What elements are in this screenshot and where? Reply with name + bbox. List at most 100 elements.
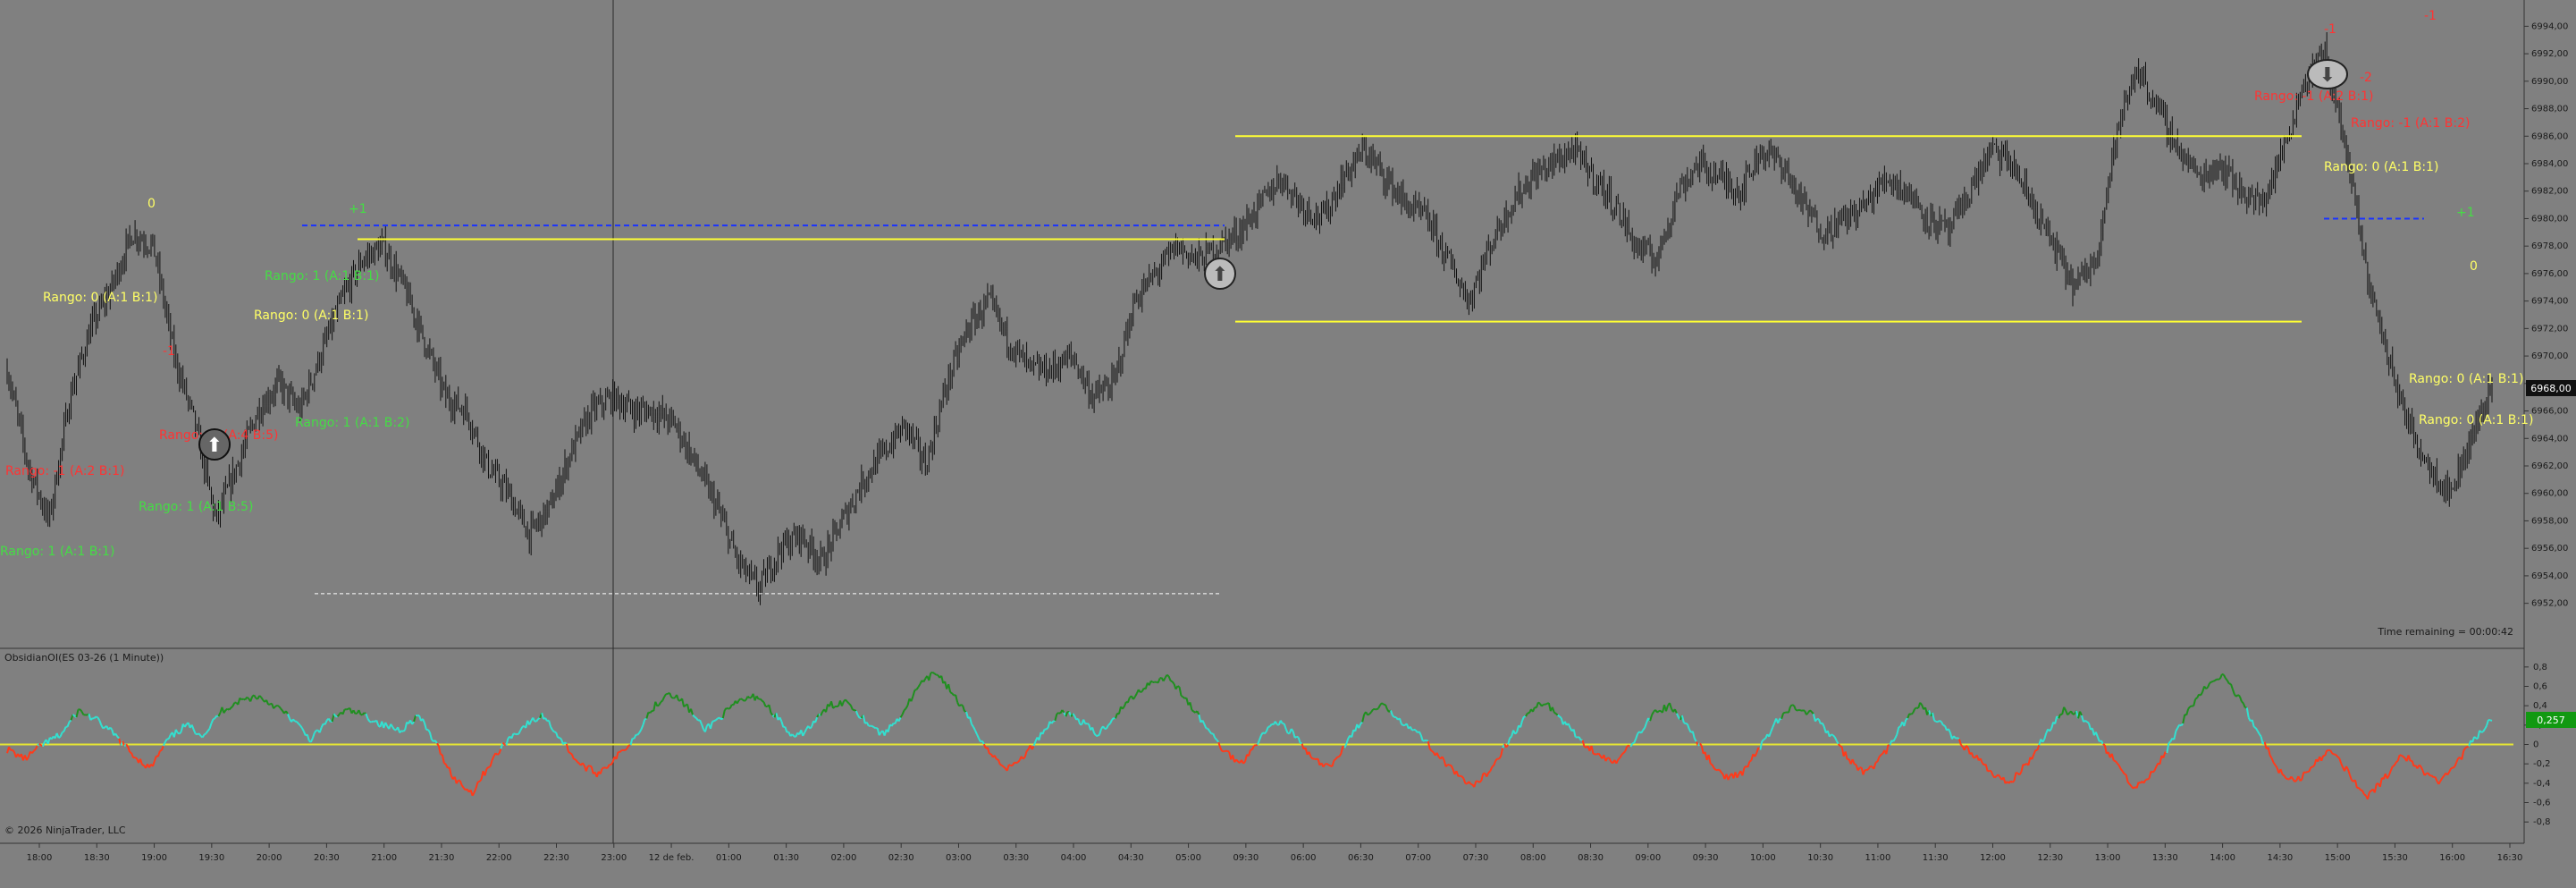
osc-segment <box>258 695 262 698</box>
osc-segment <box>2110 753 2115 761</box>
osc-segment <box>1541 704 1545 707</box>
osc-segment <box>814 716 819 723</box>
osc-segment <box>901 710 905 715</box>
osc-segment <box>2153 765 2158 772</box>
osc-segment <box>1274 721 1278 725</box>
time-tick-label: 06:30 <box>1348 853 1374 863</box>
osc-segment <box>744 698 747 702</box>
osc-segment <box>70 714 74 721</box>
time-tick-label: 16:30 <box>2497 853 2523 863</box>
osc-segment <box>1797 708 1800 712</box>
osc-segment <box>1219 747 1224 752</box>
osc-segment <box>1711 764 1715 769</box>
osc-segment <box>2267 747 2271 756</box>
osc-segment <box>2185 708 2190 715</box>
osc-segment <box>1939 720 1942 723</box>
osc-segment <box>887 724 891 732</box>
osc-segment <box>903 707 907 712</box>
osc-segment <box>1470 782 1473 786</box>
osc-segment <box>1820 722 1823 725</box>
osc-segment <box>2147 777 2150 781</box>
osc-segment <box>1102 725 1106 730</box>
osc-segment <box>287 713 290 719</box>
osc-segment <box>1032 740 1037 747</box>
osc-segment <box>1870 765 1873 768</box>
osc-segment <box>905 705 909 709</box>
osc-segment <box>249 696 254 702</box>
osc-segment <box>2018 771 2023 775</box>
arrow-up-icon: ⬆ <box>206 435 223 457</box>
osc-segment <box>1132 696 1136 700</box>
osc-segment <box>1619 754 1623 758</box>
buy-marker-2[interactable]: ⬆ <box>1204 258 1236 290</box>
osc-segment <box>2058 714 2062 719</box>
osc-segment <box>1326 763 1330 766</box>
osc-segment <box>1545 702 1548 706</box>
price-series-layer <box>6 32 2493 605</box>
osc-segment <box>1361 714 1366 723</box>
osc-segment <box>802 732 806 737</box>
osc-segment <box>391 726 396 731</box>
osc-segment <box>1392 715 1395 718</box>
osc-segment <box>89 717 94 721</box>
osc-segment <box>1680 715 1685 723</box>
osc-segment <box>1590 745 1595 755</box>
osc-segment <box>1473 781 1477 788</box>
sell-marker-1[interactable]: ⬇ <box>2307 59 2348 89</box>
osc-segment <box>2304 771 2308 774</box>
osc-segment <box>930 671 933 674</box>
osc-tick-label: -0,8 <box>2533 817 2551 827</box>
osc-segment <box>192 729 197 734</box>
osc-segment <box>1251 745 1255 750</box>
osc-segment <box>1395 716 1399 721</box>
osc-segment <box>111 729 115 736</box>
osc-segment <box>1811 711 1814 715</box>
osc-segment <box>1290 728 1294 732</box>
osc-segment <box>2132 786 2136 790</box>
osc-segment <box>1903 719 1907 727</box>
osc-segment <box>109 726 114 731</box>
osc-segment <box>213 717 215 721</box>
range-levels-layer <box>302 135 2424 595</box>
time-tick-label: 19:30 <box>198 853 224 863</box>
osc-segment <box>31 750 35 754</box>
osc-segment <box>2231 689 2235 695</box>
osc-segment <box>793 735 796 738</box>
osc-segment <box>1157 678 1161 683</box>
osc-segment <box>1086 723 1090 725</box>
osc-segment <box>1798 708 1802 712</box>
osc-segment <box>390 723 394 728</box>
price-tick-label: 6984,00 <box>2531 159 2568 169</box>
osc-segment <box>2036 744 2041 751</box>
osc-segment <box>1896 726 1900 735</box>
osc-segment <box>2386 774 2390 780</box>
osc-segment <box>1851 758 1856 765</box>
osc-segment <box>1890 740 1894 742</box>
osc-segment <box>510 733 515 740</box>
osc-segment <box>253 694 257 699</box>
osc-segment <box>1343 743 1348 748</box>
osc-segment <box>1208 731 1213 735</box>
osc-segment <box>951 692 955 697</box>
time-axis[interactable]: 18:00 18:30 19:00 19:30 20:00 20:30 21:00 21:30… <box>27 843 2523 863</box>
buy-marker-1[interactable]: ⬆ <box>198 428 231 461</box>
osc-segment <box>68 719 72 723</box>
osc-segment <box>1876 757 1881 763</box>
osc-segment <box>1491 765 1494 768</box>
osc-segment <box>2329 749 2334 754</box>
osc-segment <box>931 672 935 674</box>
osc-segment <box>1966 747 1971 755</box>
osc-segment <box>871 725 875 729</box>
osc-segment <box>2423 773 2428 776</box>
osc-segment <box>1122 706 1125 710</box>
range-annotation: 0 <box>2470 259 2478 274</box>
osc-segment <box>1368 711 1372 715</box>
osc-segment <box>1041 729 1046 735</box>
osc-segment <box>629 738 634 746</box>
osc-segment <box>59 732 63 738</box>
osc-segment <box>1480 773 1485 782</box>
osc-segment <box>1178 686 1183 697</box>
osc-segment <box>162 741 166 747</box>
osc-segment <box>1640 729 1645 734</box>
osc-segment <box>2245 707 2250 718</box>
